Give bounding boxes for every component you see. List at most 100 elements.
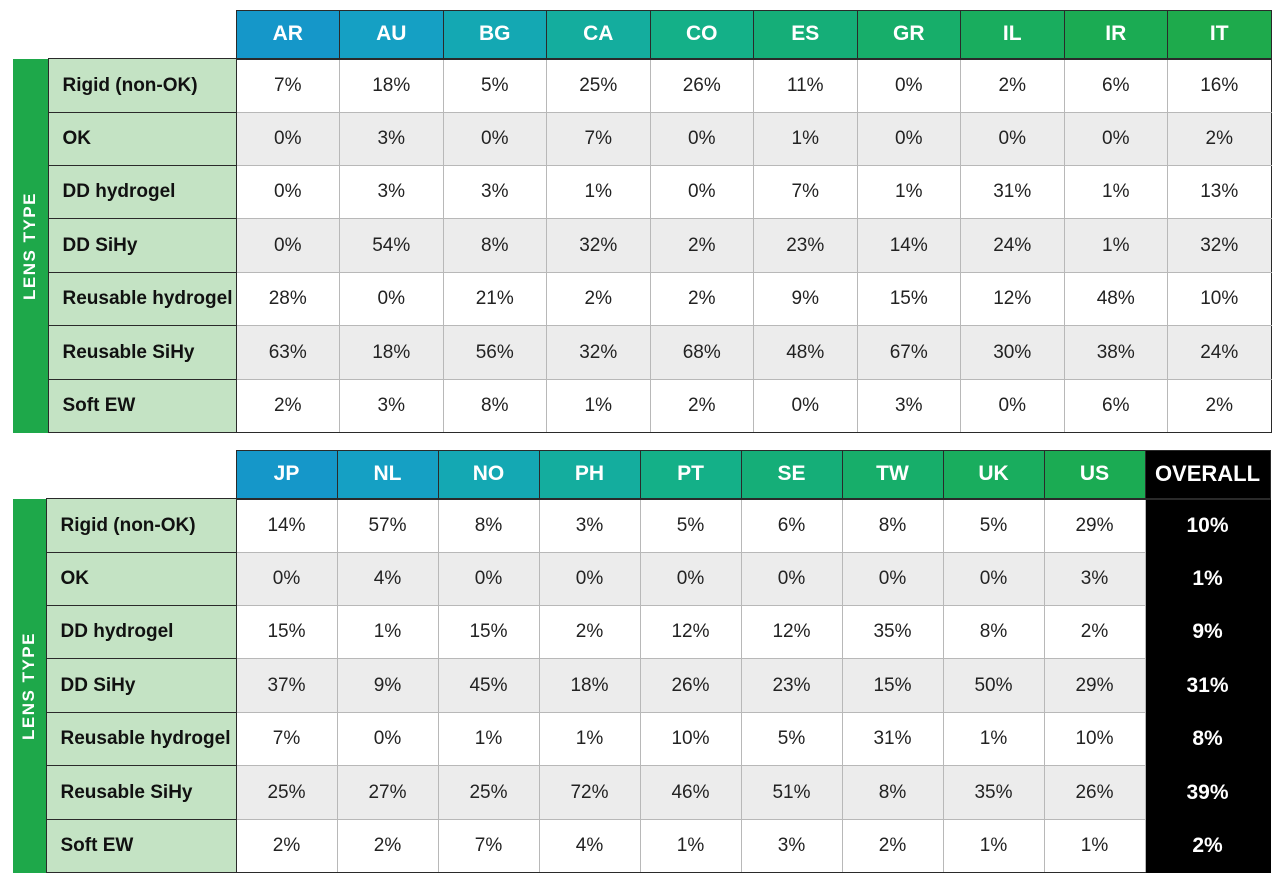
data-cell: 57%: [336, 498, 439, 553]
data-cell: 45%: [437, 658, 540, 713]
overall-cell: 10%: [1144, 498, 1271, 553]
data-cell: 18%: [538, 658, 641, 713]
data-cell: 1%: [336, 605, 439, 659]
data-cell: 63%: [235, 325, 340, 380]
data-cell: 0%: [235, 112, 340, 166]
column-header-it: IT: [1167, 10, 1272, 60]
column-header-bg: BG: [442, 10, 547, 60]
data-cell: 35%: [942, 765, 1045, 820]
data-cell: 2%: [538, 605, 641, 659]
data-cell: 9%: [336, 658, 439, 713]
data-cell: 29%: [1043, 658, 1146, 713]
data-cell: 1%: [942, 819, 1045, 873]
data-cell: 6%: [740, 498, 843, 553]
column-header-se: SE: [740, 450, 843, 500]
data-cell: 18%: [339, 58, 444, 113]
data-cell: 0%: [649, 165, 754, 219]
data-cell: 9%: [753, 272, 858, 326]
column-header-il: IL: [960, 10, 1065, 60]
overall-cell: 9%: [1144, 605, 1271, 659]
data-cell: 37%: [235, 658, 338, 713]
table-row: Reusable SiHy 63% 18% 56% 32% 68% 48% 67% 30% 38%…: [13, 325, 1272, 380]
data-cell: 2%: [841, 819, 944, 873]
data-cell: 10%: [1167, 272, 1272, 326]
column-header-ph: PH: [538, 450, 641, 500]
data-cell: 48%: [1063, 272, 1168, 326]
data-cell: 14%: [856, 218, 961, 273]
data-cell: 24%: [960, 218, 1065, 273]
data-cell: 8%: [942, 605, 1045, 659]
data-cell: 8%: [442, 379, 547, 433]
data-cell: 28%: [235, 272, 340, 326]
table-row: Soft EW 2% 3% 8% 1% 2% 0% 3% 0% 6% 2%: [13, 379, 1272, 433]
data-cell: 7%: [753, 165, 858, 219]
data-cell: 32%: [546, 218, 651, 273]
data-cell: 0%: [437, 552, 540, 606]
data-cell: 0%: [942, 552, 1045, 606]
data-cell: 0%: [336, 712, 439, 766]
data-cell: 10%: [1043, 712, 1146, 766]
column-header-uk: UK: [942, 450, 1045, 500]
data-cell: 2%: [1167, 379, 1272, 433]
table-row: DD hydrogel 0% 3% 3% 1% 0% 7% 1% 31% 1% 13%: [13, 165, 1272, 219]
data-cell: 0%: [339, 272, 444, 326]
data-cell: 0%: [235, 552, 338, 606]
data-cell: 1%: [1063, 218, 1168, 273]
data-cell: 3%: [442, 165, 547, 219]
lens-type-axis-label: LENS TYPE: [13, 498, 46, 873]
data-cell: 3%: [1043, 552, 1146, 606]
overall-cell: 39%: [1144, 765, 1271, 820]
row-label: Soft EW: [47, 379, 237, 433]
table-row: Reusable hydrogel 28% 0% 21% 2% 2% 9% 15% 12% 48%…: [13, 272, 1272, 326]
data-cell: 0%: [639, 552, 742, 606]
data-cell: 11%: [753, 58, 858, 113]
data-cell: 8%: [841, 765, 944, 820]
data-cell: 1%: [437, 712, 540, 766]
data-cell: 23%: [740, 658, 843, 713]
table-row: LENS TYPE Rigid (non-OK) 14% 57% 8% 3% 5% 6% 8% 5…: [13, 498, 1271, 873]
column-header-pt: PT: [639, 450, 742, 500]
data-cell: 8%: [841, 498, 944, 553]
data-cell: 1%: [546, 379, 651, 433]
row-label: OK: [45, 552, 237, 606]
data-cell: 38%: [1063, 325, 1168, 380]
column-header-gr: GR: [856, 10, 961, 60]
overall-cell: 2%: [1144, 819, 1271, 873]
data-cell: 5%: [442, 58, 547, 113]
data-cell: 56%: [442, 325, 547, 380]
data-cell: 0%: [235, 218, 340, 273]
data-cell: 12%: [960, 272, 1065, 326]
data-cell: 0%: [753, 379, 858, 433]
data-cell: 0%: [960, 112, 1065, 166]
data-cell: 3%: [538, 498, 641, 553]
data-cell: 3%: [339, 379, 444, 433]
data-cell: 7%: [546, 112, 651, 166]
column-header-jp: JP: [235, 450, 338, 500]
data-cell: 5%: [639, 498, 742, 553]
data-cell: 0%: [442, 112, 547, 166]
data-cell: 15%: [856, 272, 961, 326]
data-cell: 5%: [740, 712, 843, 766]
overall-cell: 1%: [1144, 552, 1271, 606]
data-cell: 3%: [339, 165, 444, 219]
data-cell: 1%: [753, 112, 858, 166]
data-cell: 0%: [841, 552, 944, 606]
data-cell: 54%: [339, 218, 444, 273]
data-cell: 18%: [339, 325, 444, 380]
data-cell: 31%: [841, 712, 944, 766]
data-cell: 4%: [538, 819, 641, 873]
data-cell: 1%: [538, 712, 641, 766]
row-label: DD hydrogel: [45, 605, 237, 659]
data-cell: 25%: [235, 765, 338, 820]
data-cell: 2%: [649, 218, 754, 273]
data-cell: 32%: [546, 325, 651, 380]
data-cell: 6%: [1063, 58, 1168, 113]
data-cell: 15%: [437, 605, 540, 659]
data-cell: 2%: [546, 272, 651, 326]
data-cell: 7%: [235, 58, 340, 113]
data-cell: 1%: [1063, 165, 1168, 219]
data-cell: 2%: [649, 272, 754, 326]
data-cell: 0%: [740, 552, 843, 606]
table-row: DD SiHy 0% 54% 8% 32% 2% 23% 14% 24% 1% 32%: [13, 218, 1272, 273]
data-cell: 7%: [437, 819, 540, 873]
